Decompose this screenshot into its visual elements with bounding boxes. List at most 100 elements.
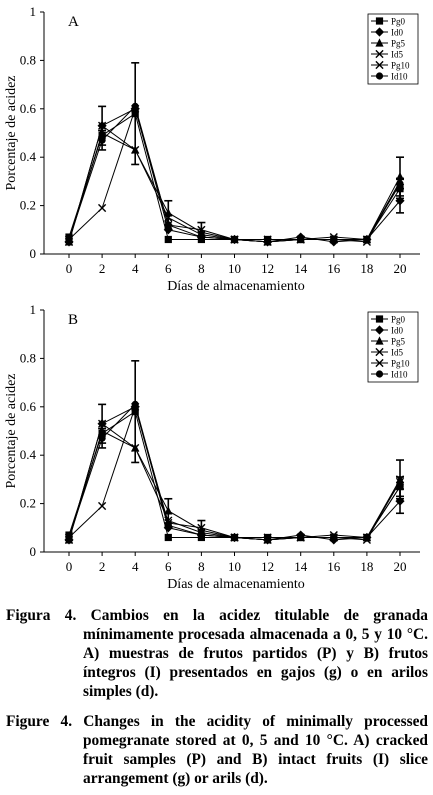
data-point [98, 501, 107, 511]
y-tick-label: 0.6 [20, 101, 37, 116]
data-point [98, 419, 107, 428]
x-tick-label: 6 [165, 559, 172, 574]
y-tick-label: 0.2 [20, 496, 36, 511]
x-tick-label: 2 [99, 559, 106, 574]
data-point [395, 171, 405, 181]
legend-marker [375, 370, 384, 378]
legend-marker [375, 72, 384, 80]
data-point [131, 408, 139, 416]
y-tick-label: 1 [30, 302, 37, 317]
panel-label: A [68, 14, 79, 30]
series-id10 [65, 102, 404, 246]
data-point [98, 434, 106, 442]
data-point [230, 235, 239, 244]
series-line [68, 406, 401, 541]
legend-label: Pg10 [391, 359, 410, 369]
x-tick-label: 18 [360, 261, 373, 276]
data-point [264, 536, 272, 544]
series-pg10 [64, 403, 405, 544]
x-tick-label: 18 [360, 559, 373, 574]
legend-box [367, 13, 419, 85]
series-id10 [65, 400, 404, 544]
series-line [68, 132, 401, 243]
data-point [131, 145, 140, 155]
data-point [297, 235, 305, 244]
x-tick-label: 4 [132, 559, 139, 574]
x-tick-label: 14 [294, 559, 308, 574]
caption-text-es: Cambios en la acidez titulable de granad… [83, 607, 428, 700]
x-tick-label: 12 [261, 261, 274, 276]
legend-label: Pg10 [391, 61, 410, 71]
data-point [65, 533, 73, 542]
data-point [164, 506, 173, 515]
data-point [297, 533, 305, 542]
data-point [164, 235, 172, 244]
data-point [164, 533, 172, 542]
series-pg5 [64, 426, 405, 544]
data-point [65, 235, 73, 244]
legend-label: Pg5 [391, 337, 406, 347]
x-tick-label: 2 [99, 261, 106, 276]
x-tick-label: 6 [165, 261, 172, 276]
data-point [98, 121, 107, 130]
legend-marker [375, 17, 384, 25]
x-tick-label: 0 [66, 559, 73, 574]
data-point [330, 533, 338, 542]
y-tick-label: 0.4 [20, 149, 37, 164]
x-tick-label: 8 [198, 559, 205, 574]
data-point [98, 203, 107, 213]
x-tick-label: 16 [327, 559, 341, 574]
x-tick-label: 0 [66, 261, 73, 276]
data-point [197, 233, 205, 241]
data-point [264, 238, 272, 246]
series-line [68, 112, 401, 240]
series-id0 [64, 402, 405, 545]
legend-marker [374, 27, 385, 37]
figure-caption-english: Figure 4. Changes in the acidity of mini… [6, 712, 428, 788]
series-line [68, 108, 401, 243]
legend-marker [375, 358, 384, 368]
y-tick-label: 1 [30, 4, 37, 19]
x-tick-label: 10 [228, 261, 241, 276]
legend-box [367, 311, 419, 383]
caption-text-en: Changes in the acidity of minimally proc… [83, 713, 428, 787]
series-line [68, 422, 401, 541]
data-point [395, 196, 405, 206]
caption-label-en: Figure 4. [6, 713, 73, 730]
x-tick-label: 12 [261, 559, 274, 574]
data-point [164, 221, 172, 229]
legend-marker [375, 38, 384, 47]
legend-marker [375, 347, 384, 357]
y-tick-label: 0.2 [20, 198, 36, 213]
series-pg0 [65, 360, 404, 542]
y-tick-label: 0.4 [20, 447, 37, 462]
series-line [68, 410, 401, 538]
legend-marker [375, 315, 384, 323]
legend-label: Id5 [391, 50, 403, 60]
data-point [363, 235, 371, 244]
legend-label: Id0 [391, 326, 403, 336]
x-tick-label: 16 [327, 261, 341, 276]
y-tick-label: 0.6 [20, 399, 37, 414]
x-tick-label: 4 [132, 261, 139, 276]
data-point [131, 443, 140, 453]
series-pg10 [64, 105, 405, 246]
x-tick-label: 20 [394, 261, 407, 276]
y-axis-label: Porcentaje de acidez [4, 373, 19, 488]
x-tick-label: 10 [228, 559, 241, 574]
legend-label: Id10 [391, 72, 408, 82]
series-line [68, 430, 401, 541]
data-point [164, 521, 172, 529]
x-axis-label: Días de almacenamiento [167, 577, 305, 592]
series-id0 [64, 104, 405, 247]
data-point [230, 533, 239, 542]
x-tick-label: 8 [198, 261, 205, 276]
series-pg5 [64, 128, 405, 246]
data-point [197, 531, 205, 539]
legend-marker [375, 336, 384, 345]
legend-marker [375, 49, 384, 59]
data-point [98, 136, 106, 144]
legend-label: Pg0 [391, 315, 406, 325]
data-point [131, 110, 139, 118]
